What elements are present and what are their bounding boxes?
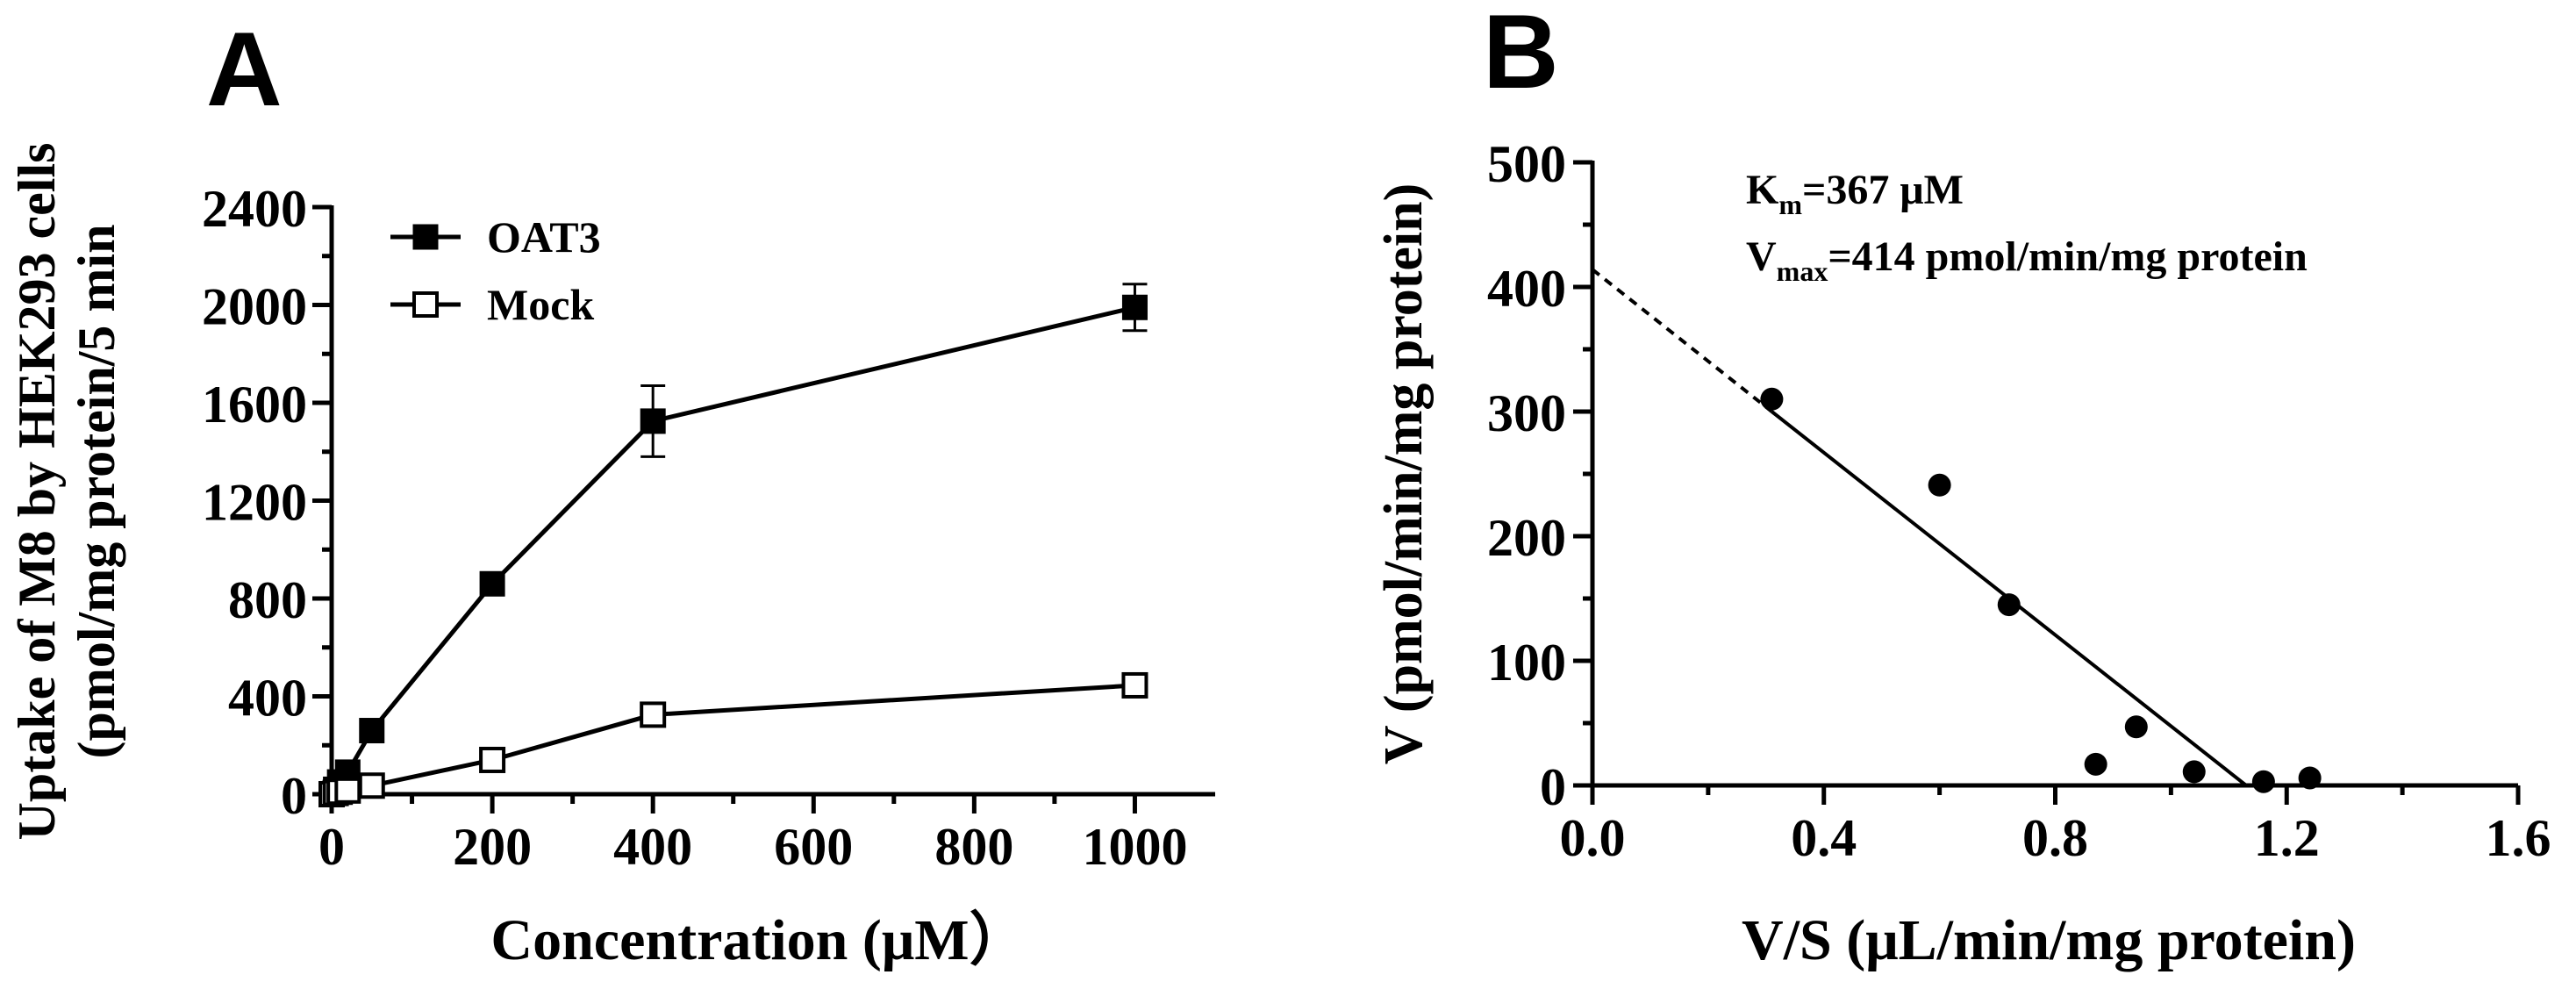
- vmax-subscript: max: [1777, 255, 1828, 287]
- panel-b-y-tick-label: 300: [1487, 384, 1566, 442]
- panel-b-y-tick-label: 400: [1487, 260, 1566, 318]
- panel-b-y-tick-label: 100: [1487, 634, 1566, 692]
- km-symbol: K: [1746, 167, 1778, 213]
- data-point-mock: [479, 746, 506, 773]
- panel-a-xlabel: Concentration (μM）: [490, 907, 1027, 972]
- series-line-mock: [331, 683, 1135, 797]
- panel-a-x-tick-label: 600: [774, 818, 853, 876]
- vmax-symbol: V: [1746, 233, 1777, 280]
- panel-b-x-tick-label: 1.6: [2486, 809, 2551, 867]
- scatter-point: [2251, 770, 2275, 793]
- data-point-mock: [334, 777, 361, 804]
- panel-a-axes: [312, 205, 1215, 814]
- panel-b-label: B: [1483, 0, 1559, 111]
- legend-oat3-marker: [412, 224, 439, 250]
- panel-b-y-tick-label: 500: [1487, 135, 1566, 193]
- panel-b-x-tick-label: 0.4: [1791, 809, 1857, 867]
- scatter-point: [2298, 766, 2322, 790]
- panel-a-x-tick-label: 0: [318, 818, 345, 876]
- scatter-point: [1928, 473, 1951, 497]
- data-point-mock: [640, 701, 667, 728]
- scatter-point: [1997, 593, 2021, 617]
- legend-mock-marker: [412, 291, 439, 318]
- panel-b-points: [1760, 387, 2322, 793]
- km-value: =367 μM: [1802, 167, 1964, 213]
- data-point-mock: [1121, 671, 1148, 699]
- data-point-oat3: [1121, 294, 1148, 320]
- panel-a-legend: OAT3 Mock: [390, 212, 601, 329]
- vmax-annotation: Vmax=414 pmol/min/mg protein: [1746, 233, 2308, 287]
- panel-a-series: [318, 283, 1148, 807]
- data-point-mock: [358, 772, 385, 799]
- scatter-point: [2182, 760, 2206, 784]
- scatter-point: [2124, 715, 2148, 739]
- panel-a-y-tick-label: 2000: [202, 278, 307, 336]
- panel-a-y-tick-label: 2400: [202, 180, 307, 238]
- legend-mock-label: Mock: [487, 280, 594, 329]
- panel-b-x-tick-label: 0.0: [1560, 809, 1626, 867]
- panel-b-x-tick-label: 0.8: [2022, 809, 2088, 867]
- scatter-point: [2084, 752, 2107, 776]
- panel-b-xlabel: V/S (μL/min/mg protein): [1742, 908, 2356, 972]
- panel-a-ylabel-line1: Uptake of M8 by HEK293 cells: [8, 143, 66, 841]
- panel-a-ylabel-line2: (pmol/mg protein/5 min: [68, 225, 125, 759]
- scatter-point: [1760, 387, 1784, 411]
- extrapolation-line: [1591, 268, 1773, 413]
- legend-oat3-label: OAT3: [487, 212, 601, 262]
- series-line-oat3: [330, 305, 1136, 796]
- vmax-value: =414 pmol/min/mg protein: [1828, 233, 2308, 280]
- panel-a-y-tick-label: 1600: [202, 376, 307, 434]
- panel-a-x-tick-label: 800: [934, 818, 1013, 876]
- data-point-oat3: [640, 408, 666, 434]
- panel-a-x-ticks: 0 200 400 600 800 1000: [318, 794, 1187, 876]
- panel-a-y-tick-label: 1200: [202, 474, 307, 532]
- km-subscript: m: [1778, 189, 1802, 220]
- panel-a: A Uptake of M8 by HEK293 cells (pmol/mg …: [8, 11, 1215, 972]
- panel-a-y-tick-label: 400: [228, 670, 307, 728]
- panel-a-y-tick-label: 800: [228, 571, 307, 629]
- panel-b-ylabel: V (pmol/min/mg protein): [1374, 183, 1434, 765]
- panel-b-fit: [1591, 268, 2248, 787]
- data-point-oat3: [479, 570, 505, 597]
- panel-a-x-tick-label: 200: [453, 818, 532, 876]
- panel-b-y-tick-label: 200: [1487, 509, 1566, 567]
- panel-a-y-tick-label: 0: [281, 767, 307, 825]
- panel-b-y-tick-label: 0: [1540, 758, 1566, 816]
- panel-b-y-ticks: 0 100 200 300 400 500: [1487, 135, 1592, 816]
- panel-a-label: A: [206, 11, 283, 128]
- panel-a-y-ticks: 0 400 800 1200 1600 2000 2400: [202, 180, 332, 825]
- panel-b-x-ticks: 0.0 0.4 0.8 1.2 1.6: [1560, 785, 2551, 867]
- panel-a-x-tick-label: 1000: [1082, 818, 1187, 876]
- panel-b: B V (pmol/min/mg protein) V/S (μL/min/mg…: [1374, 0, 2551, 972]
- km-annotation: Km=367 μM: [1746, 167, 1964, 220]
- data-point-oat3: [359, 718, 385, 744]
- panel-a-x-tick-label: 400: [613, 818, 692, 876]
- panel-b-x-tick-label: 1.2: [2254, 809, 2320, 867]
